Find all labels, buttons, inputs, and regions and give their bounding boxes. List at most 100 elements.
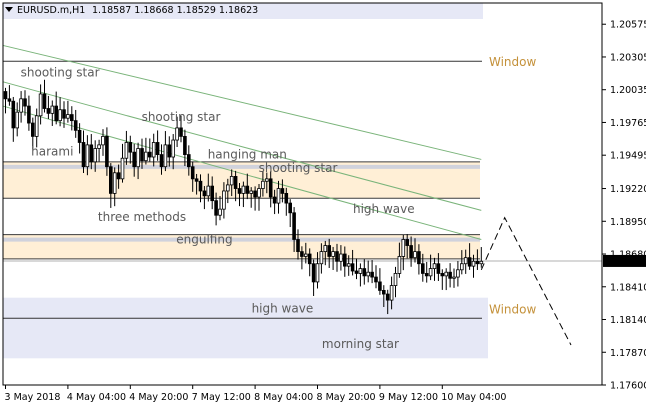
candle-body-up — [144, 151, 148, 162]
collapse-triangle-icon[interactable] — [5, 7, 13, 12]
candle-body-up — [261, 180, 265, 189]
candle — [116, 164, 121, 189]
candle — [358, 263, 363, 287]
candle — [112, 167, 117, 207]
candle — [448, 263, 452, 288]
candle — [459, 250, 464, 275]
candle-body-down — [342, 253, 347, 267]
candle — [471, 254, 476, 278]
candle-body-up — [38, 93, 43, 117]
y-tick-label: 1.19495 — [610, 151, 646, 162]
candle-body-up — [389, 285, 394, 301]
candle — [393, 266, 398, 298]
candle — [159, 144, 164, 175]
candle — [210, 176, 215, 210]
candle — [62, 101, 66, 128]
candle-body-down — [128, 142, 133, 153]
y-tick-label: 1.18140 — [610, 315, 646, 326]
candle-body-up — [366, 271, 370, 277]
candle-body-up — [276, 188, 281, 204]
candle — [405, 234, 409, 259]
candle — [342, 246, 347, 277]
candle — [136, 142, 140, 180]
candle — [331, 246, 335, 270]
candle — [420, 253, 425, 282]
candle — [128, 135, 133, 164]
symbol-label: EURUSD.m,H1 — [17, 5, 85, 16]
x-tick-label: 10 May 04:00 — [441, 392, 506, 403]
candle-body-down — [179, 127, 183, 137]
candle — [97, 139, 101, 162]
candle-body-down — [374, 276, 378, 283]
candle — [300, 246, 304, 270]
background-zones: Window Window — [3, 3, 602, 359]
moving-average-line-1 — [2, 44, 482, 160]
candle-body-down — [214, 200, 218, 216]
candle-body-down — [362, 268, 367, 277]
candle — [171, 134, 176, 170]
candle — [202, 186, 207, 210]
candle-body-up — [15, 111, 20, 129]
candle-body-up — [358, 268, 363, 274]
candle-body-up — [459, 263, 464, 271]
candle — [296, 229, 300, 260]
candle-body-down — [210, 185, 215, 202]
y-tick-label: 1.20035 — [610, 85, 646, 96]
candle — [276, 180, 281, 214]
candle — [120, 143, 125, 183]
candle — [444, 268, 448, 291]
pattern-label-10: morning star — [322, 337, 399, 351]
candle — [370, 260, 374, 284]
candle-body-down — [350, 263, 355, 272]
candle-body-up — [428, 268, 433, 277]
pattern-label-8: high wave — [353, 202, 415, 216]
candle-body-up — [249, 190, 254, 194]
candle-body-up — [479, 260, 484, 265]
candle-body-down — [335, 251, 339, 262]
candle — [11, 96, 16, 142]
moving-average-line-2 — [2, 81, 482, 211]
candle-body-up — [136, 148, 140, 168]
candle — [225, 178, 230, 204]
candle-body-down — [81, 142, 86, 168]
y-tick-label: 1.17870 — [610, 348, 646, 359]
moving-average-line-3 — [2, 105, 482, 240]
candle-body-up — [34, 115, 39, 137]
candle-body-up — [222, 190, 226, 210]
candle-body-down — [420, 263, 425, 274]
candle — [155, 130, 160, 161]
candle — [339, 245, 343, 271]
candle-body-down — [167, 144, 172, 158]
candle-body-down — [268, 178, 273, 198]
candle — [70, 106, 74, 131]
candle-body-up — [120, 157, 125, 180]
plot-frame — [2, 2, 603, 386]
candle-body-down — [140, 148, 144, 162]
candle-body-up — [241, 185, 246, 194]
candle — [292, 207, 296, 252]
candle-body-down — [54, 105, 58, 122]
candle — [229, 169, 234, 197]
x-tick-label: 4 May 04:00 — [67, 392, 126, 403]
x-tick-label: 8 May 04:00 — [254, 392, 313, 403]
candle — [38, 84, 43, 125]
candle — [378, 268, 382, 295]
window-label-2: Window — [489, 303, 537, 317]
candle — [354, 258, 359, 280]
candle — [315, 252, 320, 289]
candle-body-down — [311, 263, 316, 283]
candle — [467, 243, 472, 270]
candle-body-down — [233, 176, 238, 189]
candle-body-down — [253, 190, 257, 198]
candle-body-up — [346, 263, 351, 267]
forecast-path — [480, 216, 572, 346]
candle-body-up — [163, 144, 168, 168]
candle — [261, 171, 265, 197]
candle — [284, 187, 289, 216]
candle — [194, 173, 199, 195]
chart-header: EURUSD.m,H1 1.18587 1.18668 1.18529 1.18… — [5, 5, 258, 16]
candle-body-up — [225, 184, 230, 192]
zone-inner-band — [3, 237, 480, 242]
header-band — [3, 3, 483, 19]
